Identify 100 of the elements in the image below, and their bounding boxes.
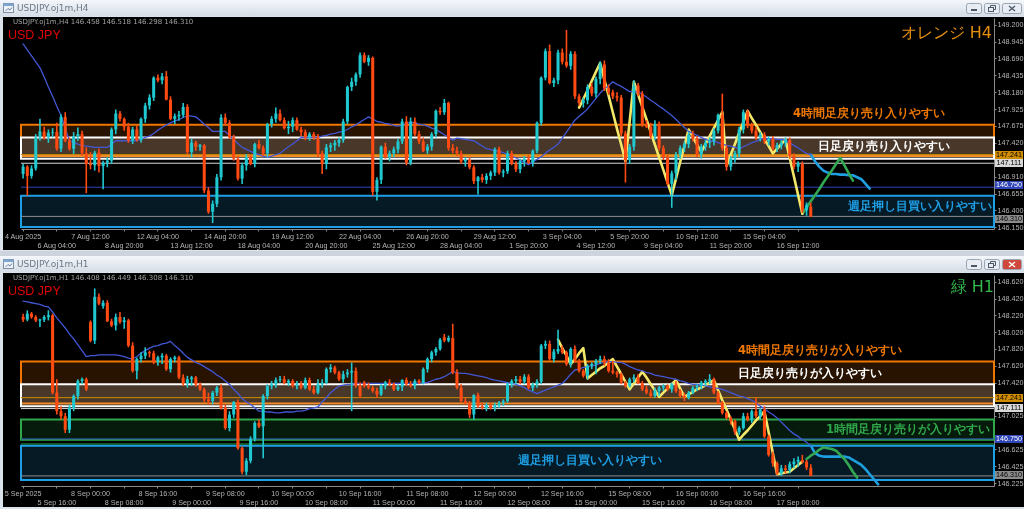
candlestick [548,339,552,362]
candlestick [476,175,480,196]
candlestick [227,410,232,433]
candlestick [611,359,615,375]
candlestick [105,299,109,323]
candlestick [434,346,438,357]
candlestick [76,378,80,401]
annotation: 1時間足戻り売りが入りやすい [825,422,990,436]
candlestick [93,149,97,172]
candlestick [316,133,320,159]
candlestick [497,145,501,176]
candlestick [649,388,653,399]
candlestick [190,137,194,159]
line-series [809,444,880,486]
candlestick [569,346,573,369]
candlestick [240,161,244,185]
candlestick [594,358,598,375]
chart-title: USDJPY.oj1m,H4 [17,2,89,14]
candlestick [796,160,800,173]
candlestick [324,143,328,171]
candlestick [695,135,699,159]
annotation: 日足戻り売り入りやすい [818,139,950,153]
candlestick [227,119,232,140]
candlestick [586,83,590,106]
line-series [805,446,859,479]
candlestick [358,51,362,79]
candlestick [695,383,699,392]
candlestick [644,119,649,129]
candlestick [767,433,771,458]
candlestick [55,122,59,152]
candlestick [505,381,510,404]
annotation: 週足押し目買い入りやすい [518,453,662,467]
candlestick [746,108,750,129]
candlestick [206,186,210,215]
annotation: USD JPY [8,284,61,298]
candlestick [67,403,71,434]
candlestick [657,120,661,152]
candlestick [152,75,156,102]
candlestick [569,50,573,71]
candlestick [341,118,345,144]
candlestick [76,126,80,142]
candlestick [249,435,253,465]
candlestick [644,385,649,396]
candlestick [55,378,59,416]
candlestick [366,54,371,67]
candlestick [783,464,788,475]
candlestick [88,319,93,344]
candlestick [126,122,130,144]
candlestick [505,149,510,175]
candlestick [741,108,745,135]
annotation: 4時間足戻り売り入りやすい [793,106,946,120]
candlestick [320,149,324,175]
candlestick [653,119,657,141]
candlestick [434,108,438,139]
candlestick [375,176,379,202]
candlestick [101,299,105,310]
candlestick [400,118,404,145]
candlestick [501,168,505,179]
candlestick [472,164,476,185]
annotation: 4時間足戻り売りが入りやすい [738,343,903,357]
annotation: USD JPY [8,28,61,42]
annotation: 緑 H1 [950,277,994,298]
candlestick [198,143,202,152]
candlestick [164,70,168,102]
candlestick [510,378,514,389]
candlestick [472,393,476,421]
candlestick [278,375,282,384]
candlestick [97,147,101,174]
candlestick [459,383,463,404]
candlestick [135,356,139,381]
candlestick [737,126,741,159]
candlestick [350,361,354,412]
candlestick [253,420,257,443]
candlestick [598,60,602,86]
candlestick [253,141,257,169]
candlestick [240,445,244,476]
candlestick [63,111,67,143]
annotation: オレンジ H4 [900,23,992,44]
candlestick [295,380,299,391]
annotation: 週足押し目買い入りやすい [848,199,992,213]
candlestick [783,136,788,148]
candlestick [564,29,568,69]
candlestick [594,75,598,99]
annotation: 日足戻り売りが入りやすい [738,366,882,380]
candlestick [501,398,505,407]
candlestick [602,59,606,92]
candlestick [177,354,181,381]
candlestick [413,116,417,137]
candlestick [628,143,632,165]
candlestick [514,375,518,386]
candlestick [590,361,594,370]
candlestick [396,383,400,392]
candlestick [211,199,215,224]
candlestick [716,112,720,135]
candlestick [72,131,76,155]
candlestick [598,354,602,365]
candlestick [63,412,67,434]
candlestick [493,146,497,177]
candlestick [725,144,729,172]
line-series [809,153,872,190]
